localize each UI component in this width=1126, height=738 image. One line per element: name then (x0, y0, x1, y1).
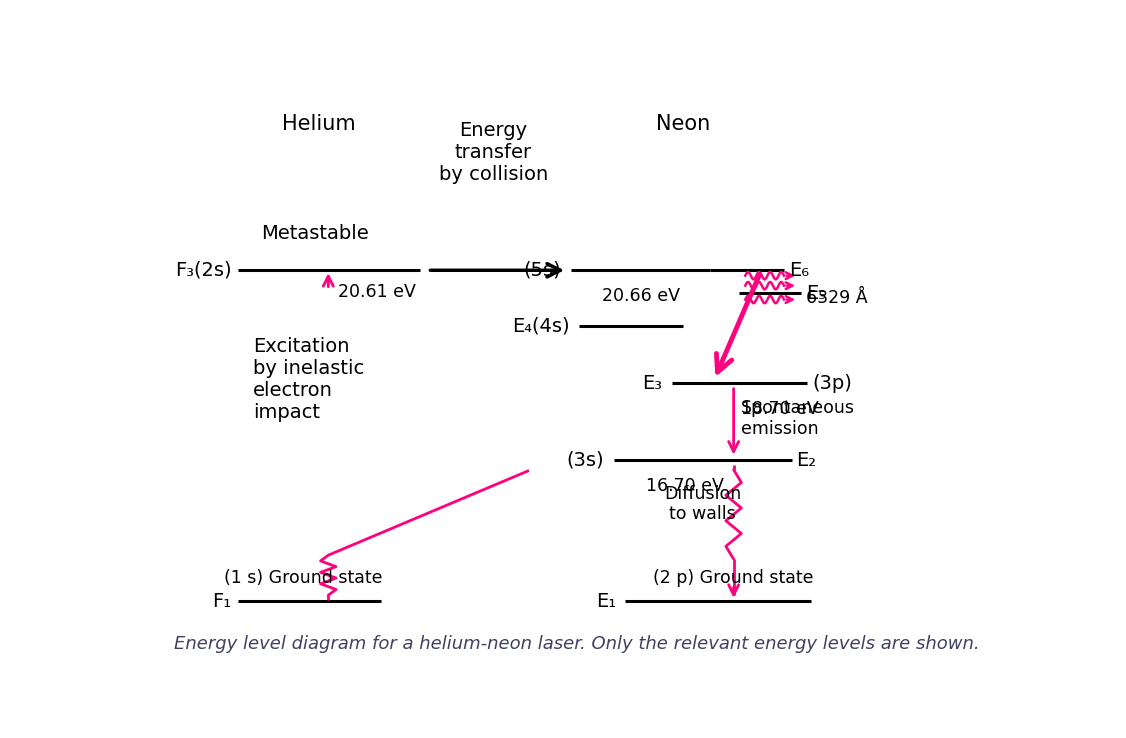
Text: 6329 Å: 6329 Å (806, 289, 867, 307)
Text: F₃(2s): F₃(2s) (175, 261, 232, 280)
Text: (5s): (5s) (524, 261, 562, 280)
Text: E₁: E₁ (596, 592, 616, 611)
Text: (3s): (3s) (566, 451, 605, 470)
Text: 16.70 eV: 16.70 eV (646, 477, 724, 495)
Text: Metastable: Metastable (261, 224, 369, 243)
Text: Energy level diagram for a helium-neon laser. Only the relevant energy levels ar: Energy level diagram for a helium-neon l… (175, 635, 980, 652)
Text: Helium: Helium (283, 114, 356, 134)
Text: Neon: Neon (656, 114, 711, 134)
Text: (1 s) Ground state: (1 s) Ground state (224, 569, 383, 587)
Text: Excitation
by inelastic
electron
impact: Excitation by inelastic electron impact (253, 337, 365, 422)
Text: F₁: F₁ (213, 592, 232, 611)
Text: Spontaneous
emission: Spontaneous emission (741, 399, 856, 438)
Text: E₆: E₆ (788, 261, 808, 280)
Text: 20.66 eV: 20.66 eV (601, 287, 680, 306)
Text: Energy
transfer
by collision: Energy transfer by collision (439, 121, 548, 184)
Text: E₂: E₂ (796, 451, 816, 470)
Text: (3p): (3p) (812, 374, 851, 393)
Text: 20.61 eV: 20.61 eV (338, 283, 415, 301)
Text: 18.70 eV: 18.70 eV (741, 401, 819, 418)
Text: E₄(4s): E₄(4s) (511, 316, 570, 335)
Text: E₅: E₅ (806, 284, 825, 303)
Text: Diffusion
to walls: Diffusion to walls (664, 485, 741, 523)
Text: (2 p) Ground state: (2 p) Ground state (653, 569, 814, 587)
Text: E₃: E₃ (642, 374, 662, 393)
